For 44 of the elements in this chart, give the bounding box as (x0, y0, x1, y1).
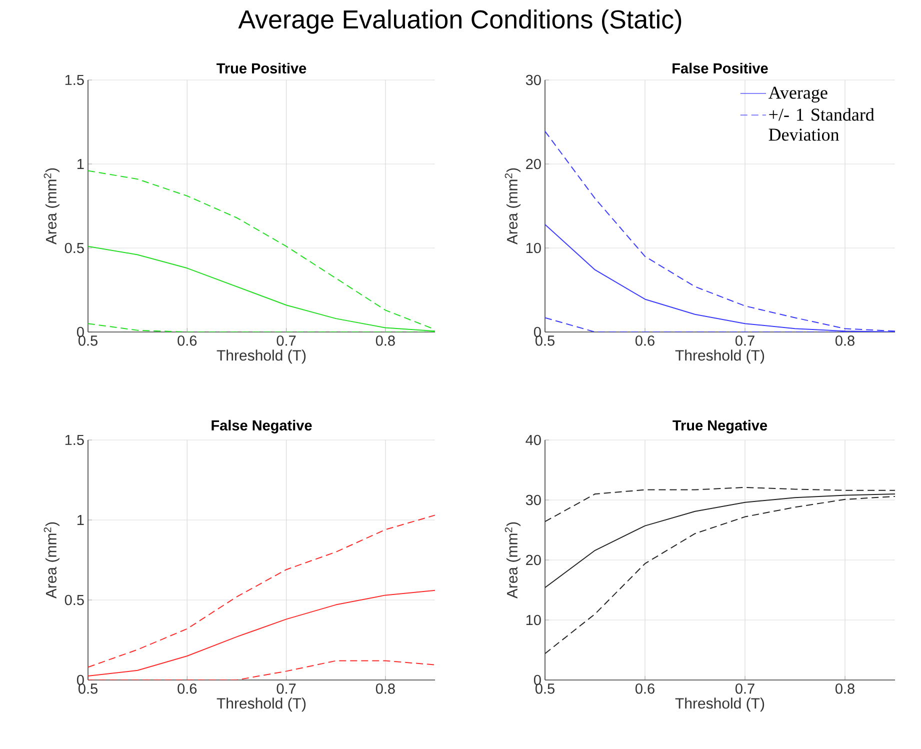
y-axis-title: Area (mm$^{2}$) (504, 168, 520, 245)
x-axis-title: Threshold (T) (216, 350, 306, 364)
x-tick-label: 0.7 (735, 684, 754, 694)
chart-title: False Negative (212, 420, 312, 434)
y-tick-label: 0 (534, 674, 541, 686)
legend-label: Average (768, 86, 828, 102)
y-tick-label: 30 (526, 74, 541, 86)
x-tick-label: 0.8 (835, 336, 854, 346)
y-tick-label: 0 (534, 326, 541, 338)
y-tick-label: 20 (526, 158, 541, 170)
y-tick-label: 20 (526, 554, 541, 566)
x-tick-label: 0.8 (376, 336, 395, 346)
x-tick-label: 0.8 (376, 684, 395, 694)
y-tick-label: 0 (76, 326, 84, 338)
chart-title: False Positive (672, 62, 768, 74)
x-tick-label: 0.6 (635, 684, 654, 694)
y-tick-label: 30 (526, 494, 541, 506)
x-axis-title: Threshold (T) (216, 698, 306, 712)
x-axis-title: Threshold (T) (675, 698, 764, 712)
x-tick-label: 0.6 (635, 336, 654, 346)
y-tick-label: 0.5 (64, 594, 84, 606)
y-tick-label: 0.5 (64, 242, 84, 254)
text: Average Evaluation Conditions (Static) (238, 10, 682, 34)
y-tick-label: 1 (78, 515, 84, 525)
x-tick-label: 0.6 (178, 684, 197, 694)
y-tick-label: 0 (76, 674, 84, 686)
y-tick-label: 1.5 (65, 434, 84, 446)
x-tick-label: 0.7 (276, 336, 296, 346)
x-tick-label: 0.8 (835, 684, 854, 694)
x-axis-title: Threshold (T) (675, 350, 764, 364)
y-axis-title: Area (mm$^{2}$) (504, 522, 520, 599)
chart-title: True Positive (216, 62, 306, 74)
y-tick-label: 10 (526, 614, 541, 626)
legend-label: +/- 1 Standard Deviation (768, 108, 874, 141)
y-tick-label: 1 (78, 159, 84, 169)
x-tick-label: 0.7 (735, 336, 754, 346)
x-tick-label: 0.6 (178, 336, 197, 346)
y-axis-title: Area (mm$^{2}$) (44, 168, 60, 245)
y-axis-title: Area (mm$^{2}$) (44, 522, 60, 599)
chart-title: True Negative (672, 420, 768, 434)
y-tick-label: 40 (526, 434, 541, 446)
y-tick-label: 1.5 (65, 74, 84, 86)
x-tick-label: 0.7 (276, 684, 296, 694)
y-tick-label: 10 (526, 242, 541, 254)
